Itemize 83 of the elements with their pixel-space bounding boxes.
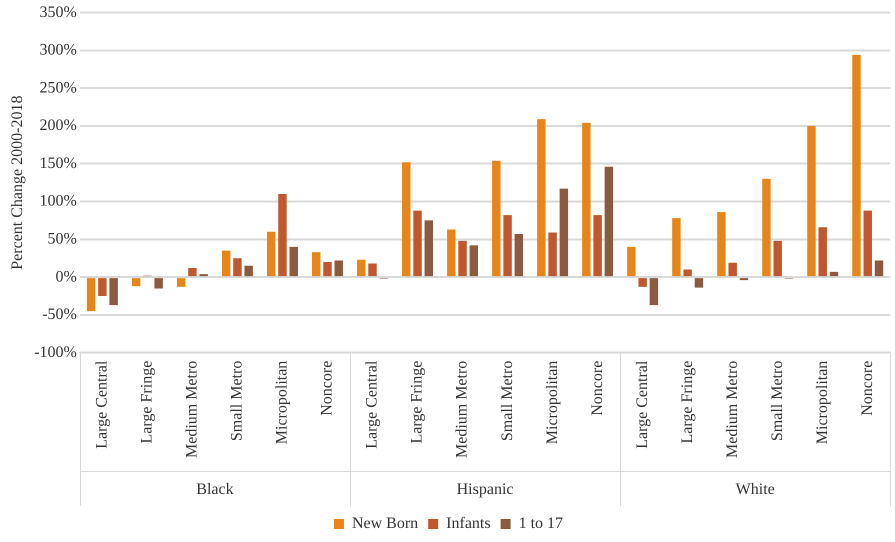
bar [424, 220, 433, 276]
x-tick-label: Large Fringe [678, 360, 696, 444]
bar [548, 232, 557, 276]
y-tick-label: 100% [40, 192, 77, 210]
bar [86, 278, 96, 312]
bar [818, 227, 827, 276]
bar [176, 278, 186, 287]
x-tick-label: Large Fringe [408, 360, 426, 444]
bar [537, 119, 546, 276]
bar [266, 232, 276, 276]
bar [560, 188, 568, 276]
bar [514, 234, 524, 276]
y-tick-label: 300% [40, 42, 77, 59]
x-tick-label: Medium Metro [454, 360, 471, 458]
bar [413, 210, 422, 276]
x-tick-label: Medium Metro [184, 360, 201, 458]
bar [447, 229, 456, 276]
x-tick-label: Small Metro [768, 360, 786, 442]
bar [694, 278, 704, 288]
text: White [736, 481, 775, 498]
text: Black [196, 481, 234, 498]
bar [278, 194, 287, 276]
x-tick-label: Medium Metro [724, 360, 741, 458]
x-tick-label: Micropolitan [544, 360, 561, 444]
bar [773, 240, 782, 276]
x-tick-label: Micropolitan [274, 360, 291, 444]
bar [492, 160, 501, 276]
bar [402, 162, 410, 276]
bar [582, 122, 591, 276]
bar [593, 215, 602, 276]
x-tick-label: Micropolitan [814, 360, 831, 444]
x-tick-label: Large Central [634, 360, 651, 449]
x-tick-label: Noncore [588, 360, 606, 416]
y-tick-label: 200% [40, 117, 77, 134]
bar [728, 262, 737, 276]
bar [109, 278, 118, 306]
bar [458, 240, 467, 276]
bar [368, 264, 377, 276]
x-tick-label: Noncore [858, 360, 876, 416]
bar [154, 278, 163, 288]
x-tick-label: Small Metro [498, 360, 516, 442]
bar [323, 262, 332, 276]
bar [222, 250, 230, 276]
bar [244, 266, 253, 276]
x-tick-label: Large Central [364, 360, 381, 449]
bar [650, 278, 658, 306]
bar [852, 54, 861, 276]
bar [132, 278, 140, 286]
bar [627, 246, 636, 276]
y-tick-label: 50% [48, 230, 77, 248]
legend-label: New Born [352, 515, 418, 532]
bar [638, 278, 647, 287]
bar [503, 215, 512, 276]
y-tick-label: -100% [34, 344, 77, 361]
y-tick-label: -50% [42, 306, 77, 324]
bar [864, 210, 872, 276]
bar [289, 246, 298, 276]
bar [672, 218, 681, 276]
bar [233, 258, 242, 276]
x-tick-label: Small Metro [228, 360, 246, 442]
bar [334, 260, 343, 276]
y-tick-label: 350% [40, 4, 77, 21]
y-tick-label: 250% [40, 79, 77, 96]
bar [762, 178, 771, 276]
legend-label: 1 to 17 [518, 515, 564, 532]
legend-label: Infants [446, 515, 491, 532]
bar [357, 260, 366, 276]
y-tick-label: 0% [56, 268, 77, 286]
bar [98, 278, 107, 296]
text: Hispanic [456, 481, 514, 498]
bar [683, 270, 692, 276]
bar [188, 268, 197, 276]
x-tick-label: Large Fringe [138, 360, 156, 444]
bar [807, 126, 816, 276]
bar [312, 252, 320, 276]
x-tick-label: Noncore [318, 360, 336, 416]
x-tick-label: Large Central [94, 360, 111, 449]
bar [717, 212, 726, 276]
bar [604, 166, 614, 276]
bar [470, 245, 478, 276]
bar [874, 260, 884, 276]
y-tick-label: 150% [40, 154, 77, 172]
y-axis-title: Percent Change 2000-2018 [8, 96, 26, 270]
